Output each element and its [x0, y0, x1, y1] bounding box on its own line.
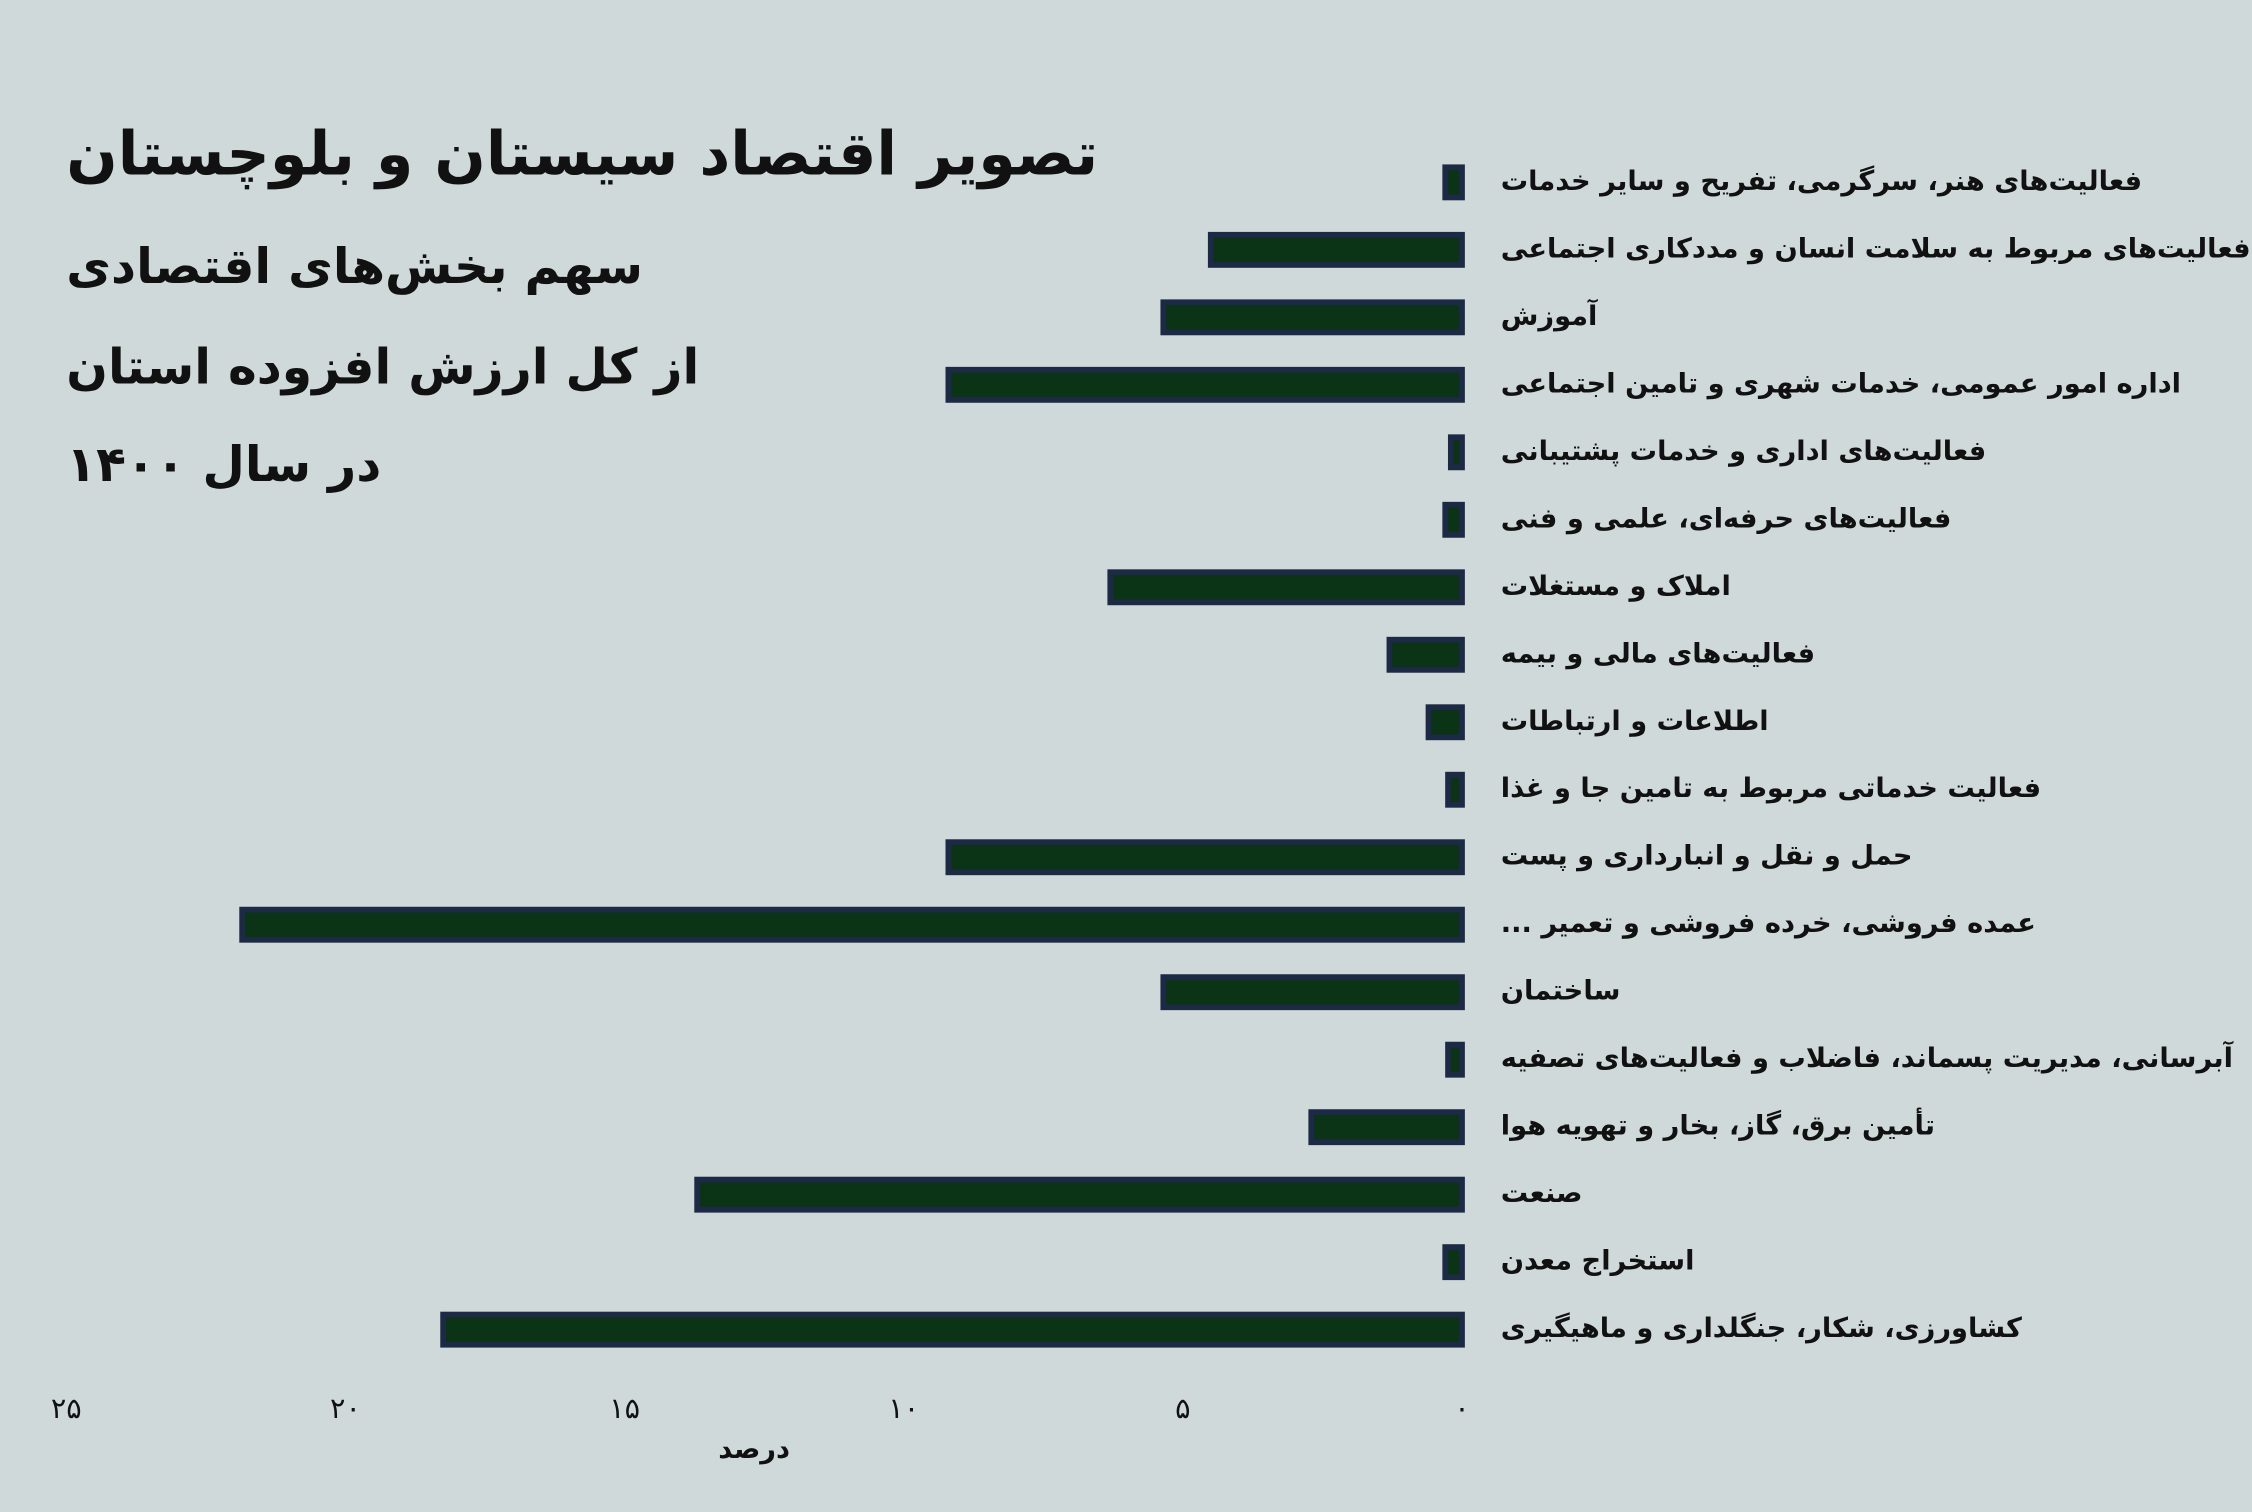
- bar: [1445, 1041, 1465, 1078]
- category-label: استخراج معدن: [1501, 1246, 1695, 1277]
- category-label: اطلاعات و ارتباطات: [1501, 706, 1769, 737]
- bar: [1308, 1109, 1465, 1146]
- category-label: عمده فروشی، خرده فروشی و تعمیر ...: [1501, 908, 2036, 939]
- category-label: فعالیت‌های حرفه‌ای، علمی و فنی: [1501, 503, 1952, 534]
- bar: [1107, 569, 1465, 606]
- category-label: فعالیت‌های اداری و خدمات پشتیبانی: [1501, 436, 1986, 467]
- category-label: کشاورزی، شکار، جنگلداری و ماهیگیری: [1501, 1312, 2022, 1344]
- bar: [1447, 434, 1465, 471]
- x-tick-label: ۱۰: [888, 1391, 919, 1425]
- x-tick-label: ۵: [1175, 1391, 1190, 1425]
- category-label: فعالیت‌های مالی و بیمه: [1501, 638, 1815, 669]
- subtitle: سهم بخش‌های اقتصادی: [66, 238, 643, 295]
- category-label: حمل و نقل و انبارداری و پست: [1501, 841, 1913, 872]
- category-label: صنعت: [1501, 1178, 1583, 1209]
- bar: [440, 1311, 1465, 1348]
- bar: [1442, 1244, 1465, 1281]
- category-label: فعالیت‌های مربوط به سلامت انسان و مددکار…: [1501, 233, 2251, 264]
- bar: [1207, 231, 1465, 268]
- bar: [945, 366, 1465, 403]
- x-tick-label: ۰: [1454, 1391, 1469, 1425]
- x-tick-label: ۲۰: [330, 1391, 361, 1425]
- bar: [1445, 771, 1465, 808]
- category-label: فعالیت‌های هنر، سرگرمی، تفریح و سایر خدم…: [1501, 165, 2142, 197]
- x-axis-label: درصد: [718, 1434, 790, 1465]
- category-label: ساختمان: [1501, 976, 1621, 1007]
- bar: [1386, 636, 1465, 673]
- bar: [1160, 974, 1465, 1011]
- category-label: املاک و مستغلات: [1501, 571, 1731, 602]
- bar: [945, 839, 1465, 876]
- x-tick-label: ۲۵: [51, 1391, 82, 1425]
- bar: [239, 906, 1465, 943]
- bar: [1160, 299, 1465, 336]
- chart-title: تصویر اقتصاد سیستان و بلوچستان: [66, 120, 1098, 190]
- category-label: تأمین برق، گاز، بخار و تهویه هوا: [1501, 1108, 1935, 1142]
- bar: [1425, 704, 1465, 741]
- category-label: فعالیت خدماتی مربوط به تامین جا و غذا: [1501, 773, 2041, 804]
- subtitle: در سال ۱۴۰۰: [66, 436, 381, 493]
- category-label: آموزش: [1501, 299, 1598, 332]
- category-label: اداره امور عمومی، خدمات شهری و تامین اجت…: [1501, 368, 2181, 399]
- bar: [1442, 501, 1465, 538]
- category-label: آبرسانی، مدیریت پسماند، فاضلاب و فعالیت‌…: [1501, 1041, 2234, 1074]
- x-tick-label: ۱۵: [609, 1391, 640, 1425]
- bar: [694, 1176, 1465, 1213]
- bar: [1442, 164, 1465, 201]
- subtitle: از کل ارزش افزوده استان: [66, 338, 699, 395]
